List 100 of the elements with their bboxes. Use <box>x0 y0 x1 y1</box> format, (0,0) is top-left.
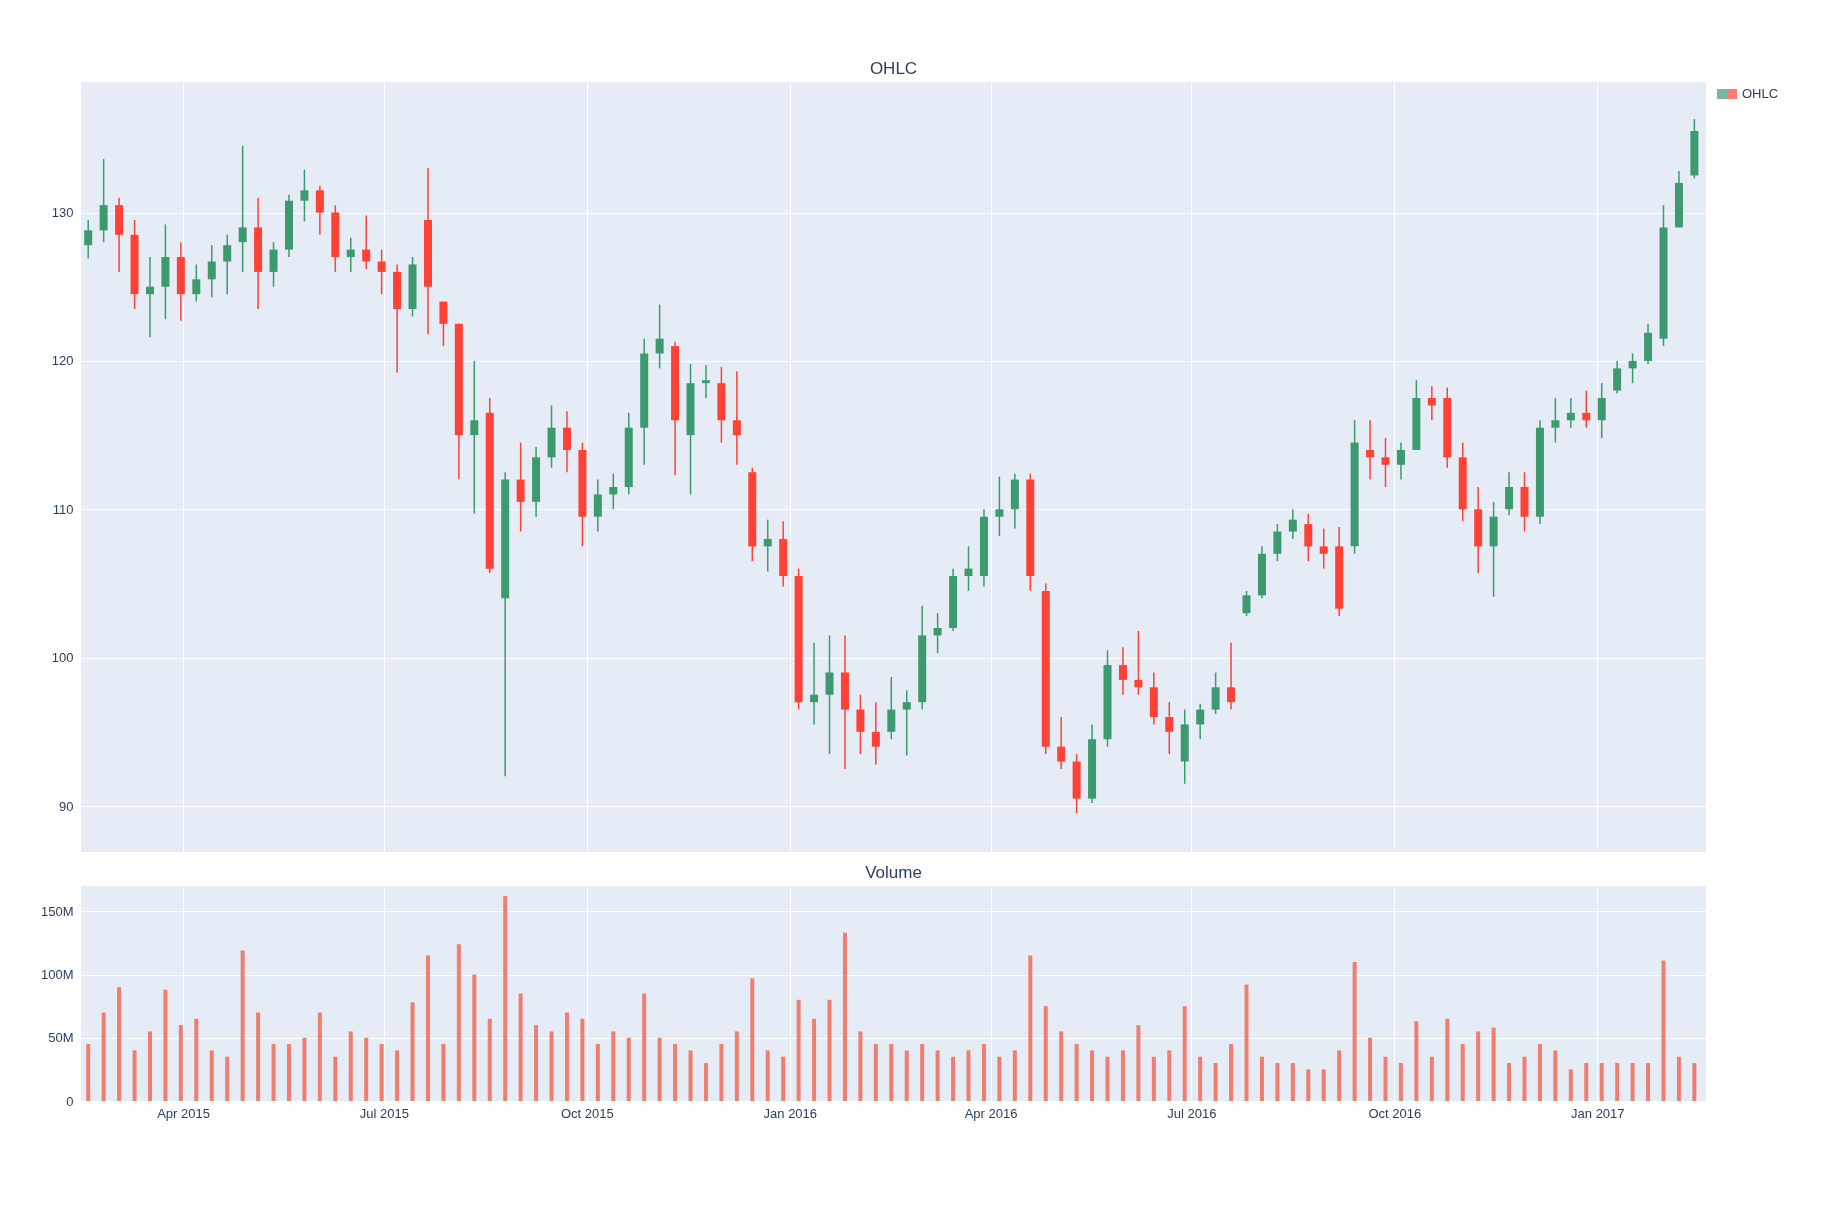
bar <box>1414 1021 1419 1101</box>
bar <box>1012 1050 1017 1101</box>
bar <box>1337 1050 1342 1101</box>
candlestick <box>1366 419 1375 481</box>
bar <box>873 1044 878 1101</box>
bar <box>1213 1063 1218 1101</box>
bar <box>178 1025 183 1101</box>
bar <box>410 1002 415 1101</box>
y-tick-label: 100M <box>40 967 74 983</box>
bar <box>132 1050 137 1101</box>
bar <box>549 1031 554 1101</box>
bar <box>147 1031 152 1101</box>
x-tick-label: Oct 2015 <box>560 1105 614 1121</box>
candlestick <box>84 219 93 260</box>
bar <box>1445 1018 1450 1101</box>
bar <box>333 1056 338 1101</box>
candlestick <box>269 241 278 288</box>
bar <box>858 1031 863 1101</box>
candlestick <box>1396 441 1405 481</box>
bar <box>1244 984 1249 1101</box>
bar <box>1198 1056 1203 1101</box>
bar <box>317 1012 322 1101</box>
bar <box>981 1044 986 1101</box>
bar <box>534 1025 539 1101</box>
bar <box>595 1044 600 1101</box>
bar <box>364 1037 369 1101</box>
candlestick <box>1597 382 1606 439</box>
bar <box>580 1018 585 1101</box>
bar <box>1120 1050 1125 1101</box>
bar <box>997 1056 1002 1101</box>
bar <box>734 1031 739 1101</box>
bar <box>1460 1044 1465 1101</box>
bar <box>719 1044 724 1101</box>
bar <box>1491 1027 1496 1101</box>
candlestick <box>1057 716 1066 770</box>
y-tick-label: 0 <box>66 1093 74 1109</box>
candlestick <box>207 244 216 298</box>
candlestick <box>238 145 247 273</box>
bar <box>920 1044 925 1101</box>
bar <box>225 1056 230 1101</box>
candlestick <box>223 234 232 295</box>
bar <box>765 1050 770 1101</box>
candlestick <box>1227 642 1236 711</box>
bar <box>703 1063 708 1101</box>
bar <box>750 978 755 1101</box>
candlestick <box>1505 471 1514 516</box>
bar <box>1090 1050 1095 1101</box>
candlestick <box>1319 527 1328 570</box>
bar <box>904 1050 909 1101</box>
bar <box>1599 1063 1604 1101</box>
chart-title: OHLC <box>869 59 918 78</box>
candlestick <box>192 263 201 303</box>
bar <box>1259 1056 1264 1101</box>
candlestick <box>763 518 772 573</box>
bar <box>1182 1006 1187 1101</box>
bar <box>1630 1063 1635 1101</box>
bar <box>1306 1069 1311 1101</box>
chart-title: Volume <box>865 863 922 882</box>
bar <box>1151 1056 1156 1101</box>
bar <box>688 1050 693 1101</box>
candlestick <box>300 168 309 223</box>
bar <box>194 1018 199 1101</box>
candlestick <box>593 478 602 533</box>
bar <box>209 1050 214 1101</box>
candlestick <box>346 237 355 273</box>
bar <box>781 1056 786 1101</box>
bar <box>1429 1056 1434 1101</box>
candlestick <box>315 185 324 236</box>
legend-label: OHLC <box>1742 86 1779 101</box>
bar <box>456 944 461 1101</box>
bar <box>1661 960 1666 1101</box>
candlestick <box>1165 701 1174 755</box>
candlestick <box>470 360 479 515</box>
bar <box>1568 1069 1573 1101</box>
candlestick <box>1381 437 1390 488</box>
bar <box>1476 1031 1481 1101</box>
candlestick <box>1211 671 1220 715</box>
bar <box>1383 1056 1388 1101</box>
bar <box>1398 1063 1403 1101</box>
x-tick-label: Jul 2015 <box>359 1105 409 1121</box>
candlestick <box>562 410 571 473</box>
candlestick <box>825 634 834 755</box>
candlestick <box>995 475 1004 537</box>
bar <box>271 1044 276 1101</box>
y-tick-label: 50M <box>48 1030 74 1046</box>
bar <box>1692 1063 1697 1101</box>
candlestick <box>1613 360 1622 395</box>
bar <box>1059 1031 1064 1101</box>
candlestick <box>871 701 880 766</box>
y-tick-label: 150M <box>40 903 74 919</box>
bar <box>379 1044 384 1101</box>
bar <box>842 932 847 1101</box>
bar <box>1368 1037 1373 1101</box>
candlestick <box>1551 397 1560 444</box>
x-tick-label: Apr 2015 <box>157 1105 210 1121</box>
candlestick <box>933 612 942 654</box>
bar <box>564 1012 569 1101</box>
candlestick <box>1566 397 1575 429</box>
candlestick <box>145 256 154 338</box>
bar <box>1136 1025 1141 1101</box>
